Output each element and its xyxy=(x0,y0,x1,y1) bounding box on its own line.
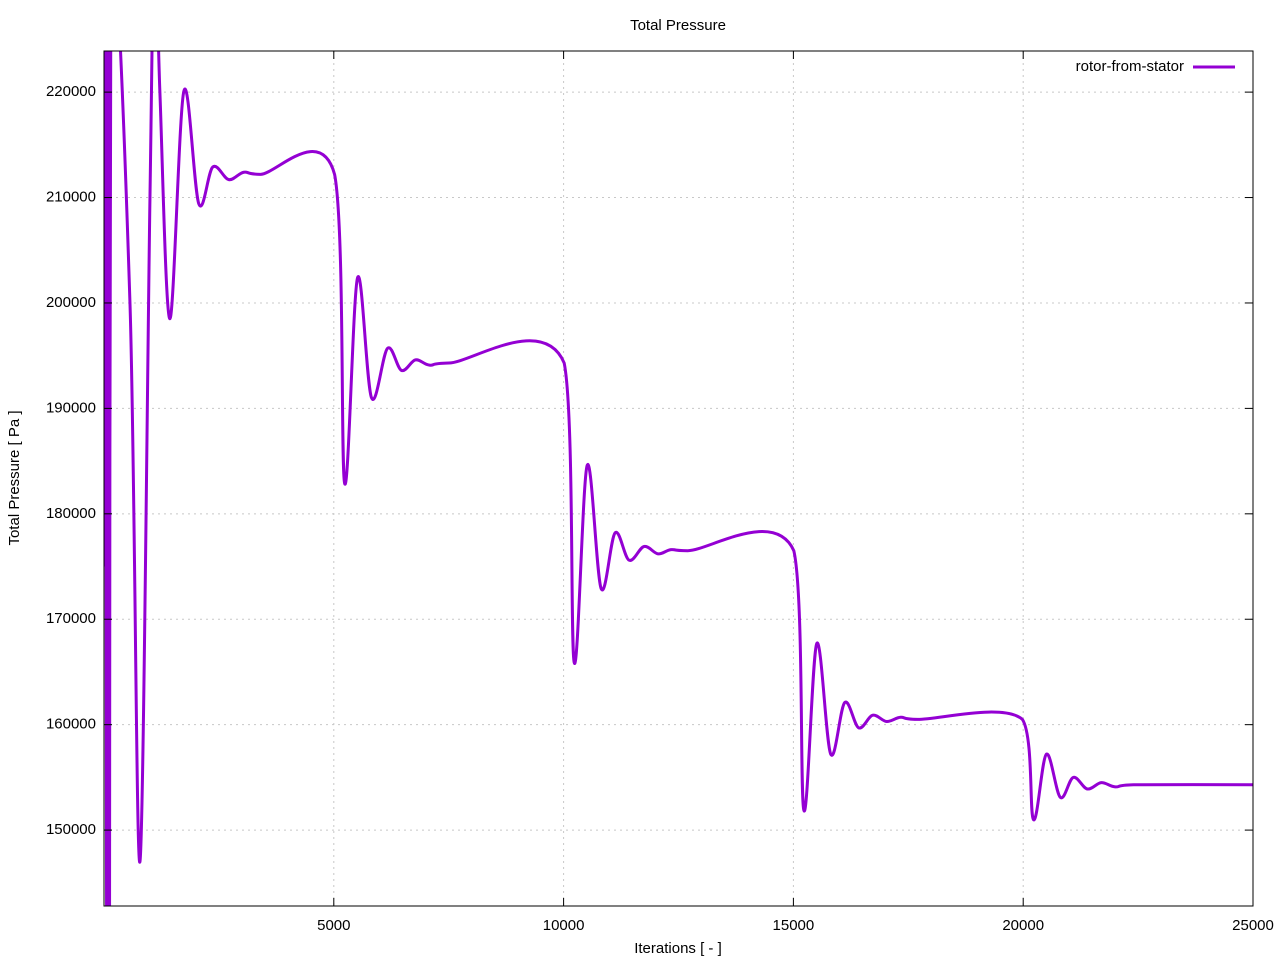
x-tick-label: 25000 xyxy=(1232,917,1274,934)
data-line xyxy=(104,51,1253,906)
legend-label: rotor-from-stator xyxy=(1076,58,1184,75)
y-axis-label: Total Pressure [ Pa ] xyxy=(6,410,23,545)
chart-title: Total Pressure xyxy=(630,17,726,34)
x-tick-label: 5000 xyxy=(317,917,350,934)
y-tick-label: 190000 xyxy=(46,399,96,416)
x-tick-label: 20000 xyxy=(1002,917,1044,934)
x-tick-label: 15000 xyxy=(773,917,815,934)
y-tick-label: 200000 xyxy=(46,294,96,311)
y-tick-label: 160000 xyxy=(46,716,96,733)
y-tick-label: 150000 xyxy=(46,821,96,838)
plot-border xyxy=(103,50,1254,907)
y-tick-label: 220000 xyxy=(46,83,96,100)
y-tick-label: 180000 xyxy=(46,505,96,522)
y-tick-label: 170000 xyxy=(46,610,96,627)
x-tick-label: 10000 xyxy=(543,917,585,934)
x-axis-label: Iterations [ - ] xyxy=(634,940,722,957)
y-tick-label: 210000 xyxy=(46,189,96,206)
plot-area xyxy=(104,51,1253,906)
grid xyxy=(104,51,1254,906)
